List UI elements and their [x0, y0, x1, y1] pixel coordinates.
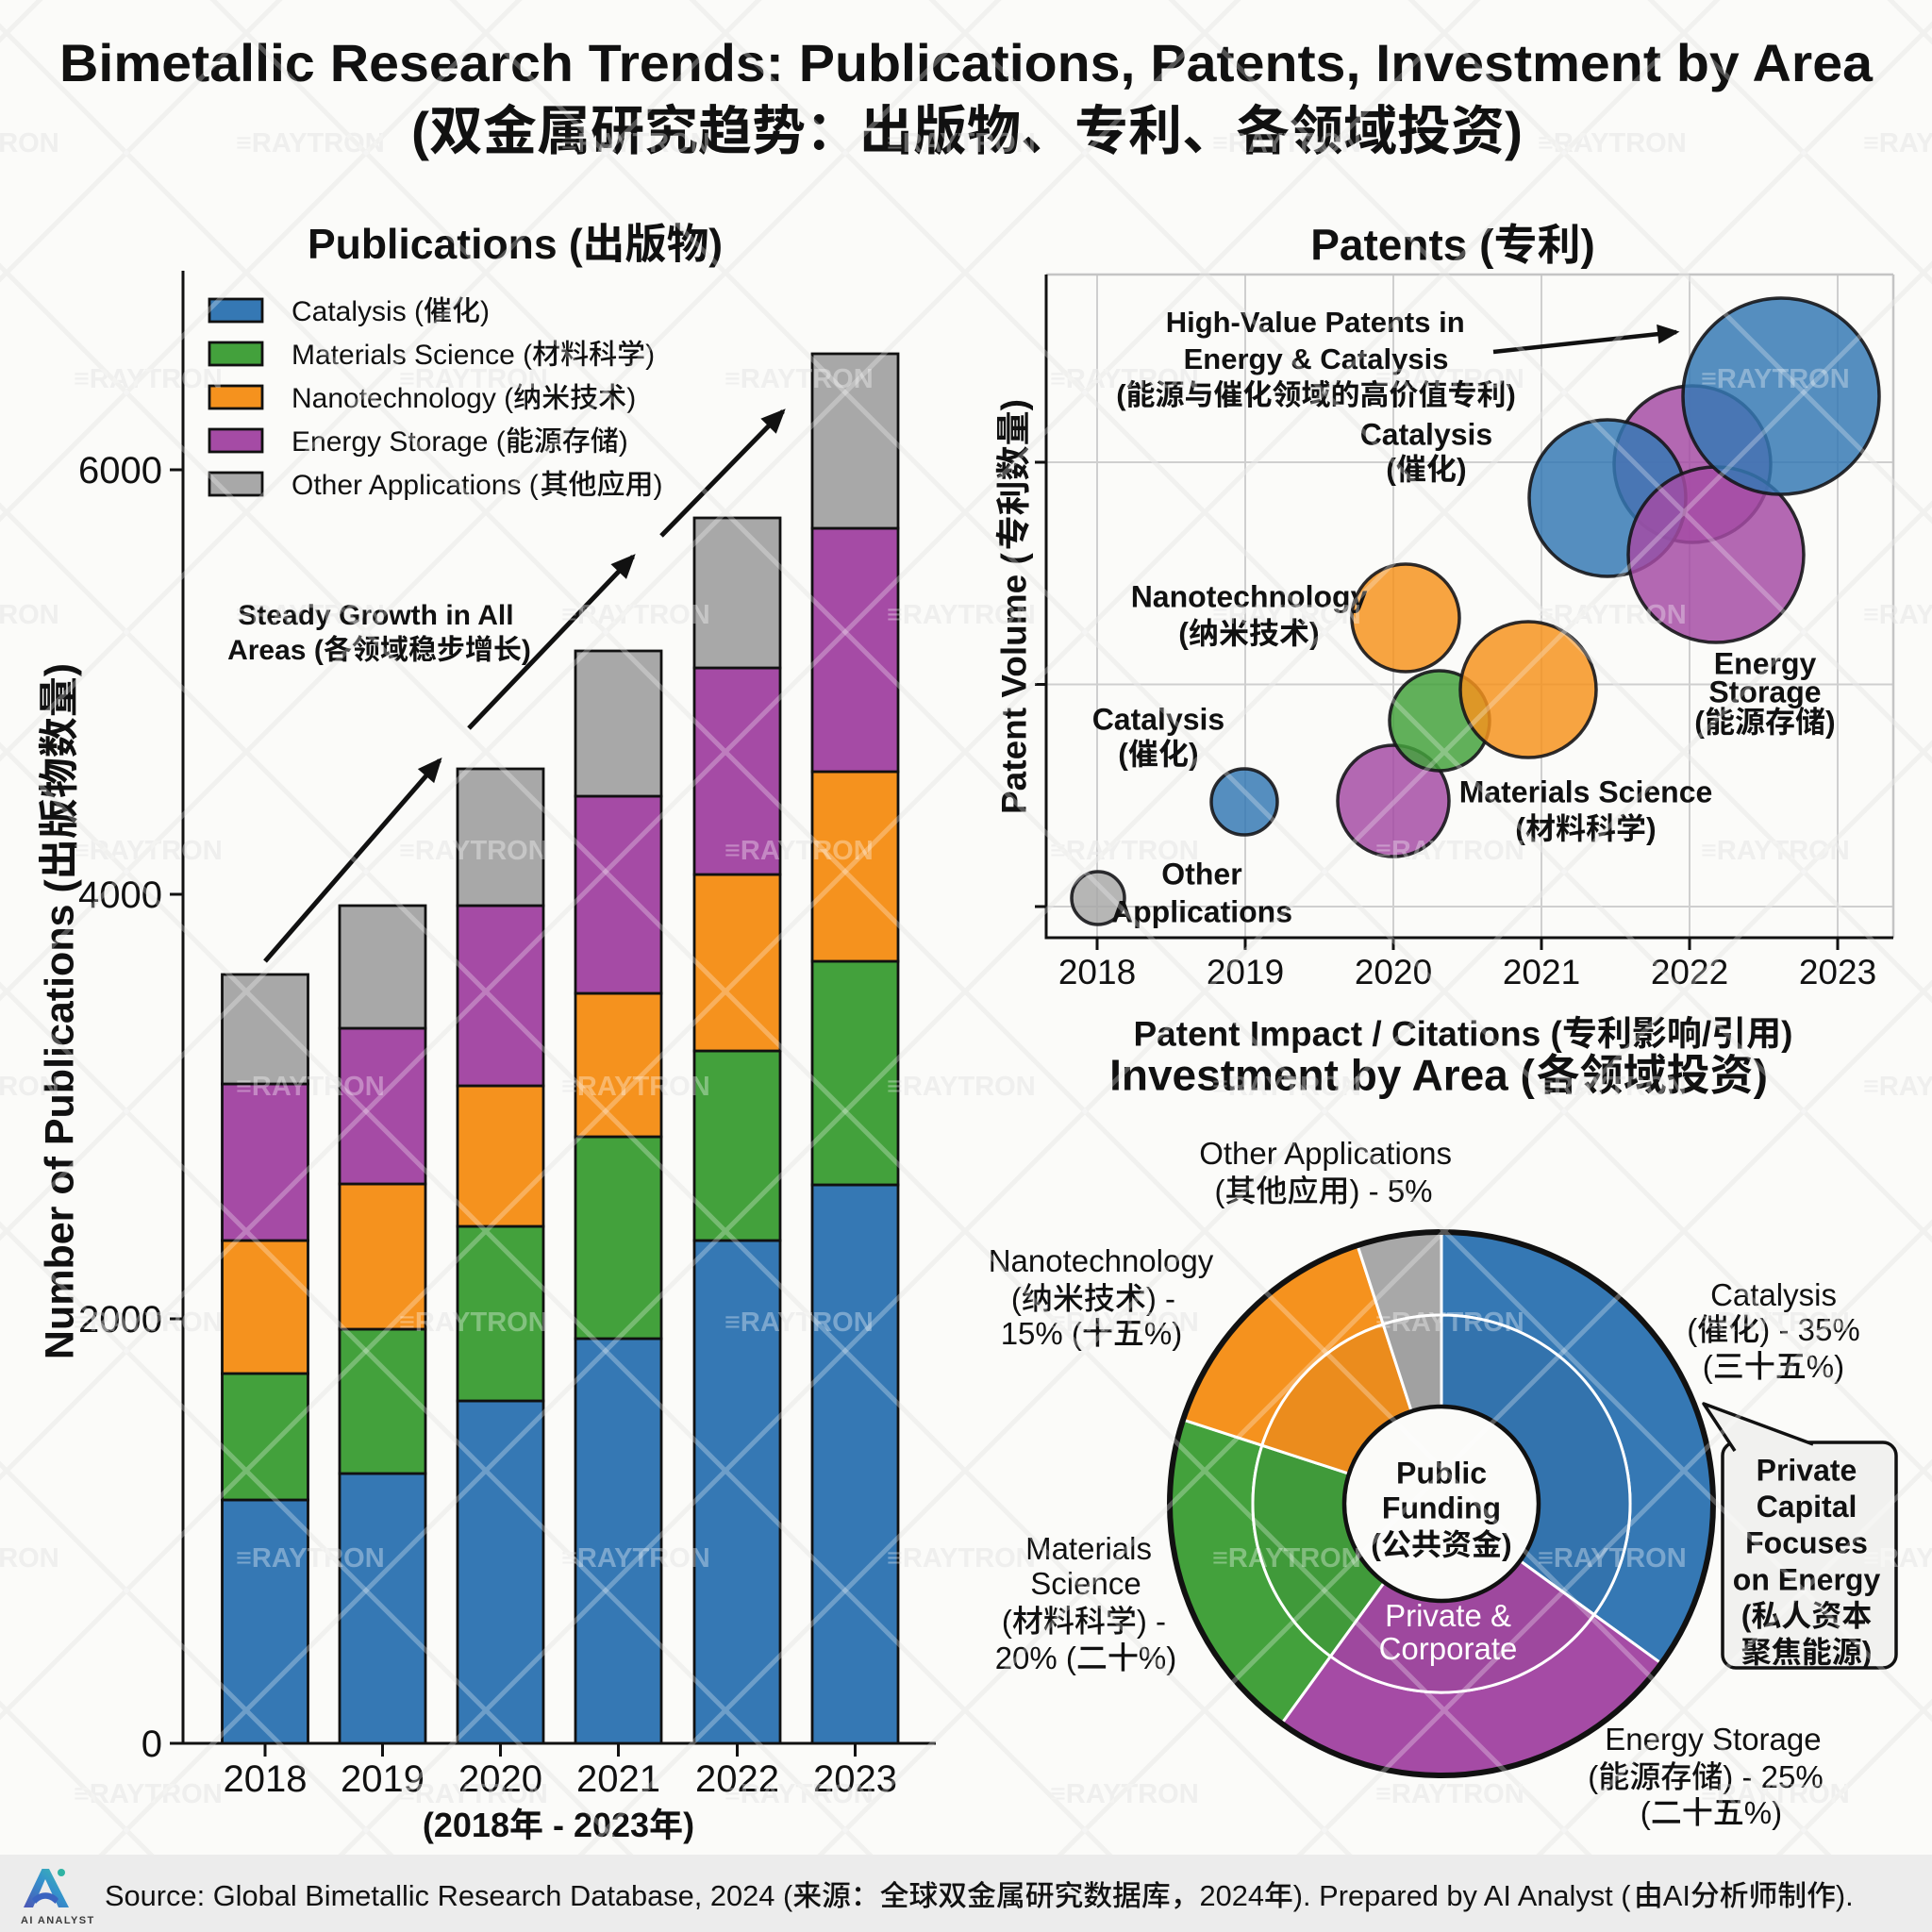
svg-text:). Prepared by AI Analyst (: ). Prepared by AI Analyst (: [1293, 1879, 1632, 1912]
svg-text:AI: AI: [1663, 1879, 1690, 1912]
svg-text:AI ANALYST: AI ANALYST: [21, 1915, 95, 1926]
svg-text:Source: Global Bimetallic Rese: Source: Global Bimetallic Research Datab…: [105, 1879, 793, 1912]
svg-text:).: ).: [1836, 1879, 1854, 1912]
svg-text:2024: 2024: [1200, 1879, 1265, 1912]
